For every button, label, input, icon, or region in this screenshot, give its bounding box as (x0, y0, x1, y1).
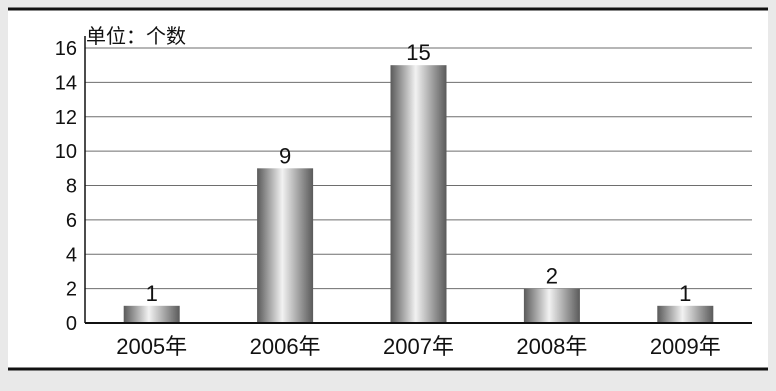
y-tick-label: 2 (66, 279, 77, 301)
y-tick-label: 8 (66, 176, 77, 198)
data-label: 1 (679, 281, 691, 306)
data-label: 15 (406, 40, 430, 65)
bar-2 (390, 65, 447, 323)
x-tick-label: 2007年 (383, 334, 454, 359)
x-tick-label: 2008年 (516, 334, 587, 359)
bar-0 (123, 305, 180, 323)
bar-4 (657, 305, 714, 323)
data-label: 9 (279, 143, 291, 168)
x-tick-labels: 2005年 2006年 2007年 2008年 2009年 (116, 334, 721, 359)
y-tick-labels: 0 2 4 6 8 10 12 14 16 (55, 38, 77, 335)
bar-3 (523, 288, 580, 323)
y-tick-label: 0 (66, 313, 77, 335)
x-tick-label: 2009年 (650, 334, 721, 359)
bar-1 (257, 168, 314, 323)
y-tick-label: 14 (55, 72, 77, 94)
bars (123, 65, 714, 323)
data-label: 2 (546, 264, 558, 289)
y-tick-label: 16 (55, 38, 77, 60)
x-tick-label: 2005年 (116, 334, 187, 359)
y-tick-label: 10 (55, 141, 77, 163)
y-tick-label: 6 (66, 210, 77, 232)
unit-label: 单位：个数 (86, 25, 186, 48)
x-tick-label: 2006年 (250, 334, 321, 359)
chart-frame (8, 8, 768, 370)
y-tick-label: 4 (66, 244, 77, 266)
y-tick-label: 12 (55, 107, 77, 129)
data-label: 1 (146, 281, 158, 306)
